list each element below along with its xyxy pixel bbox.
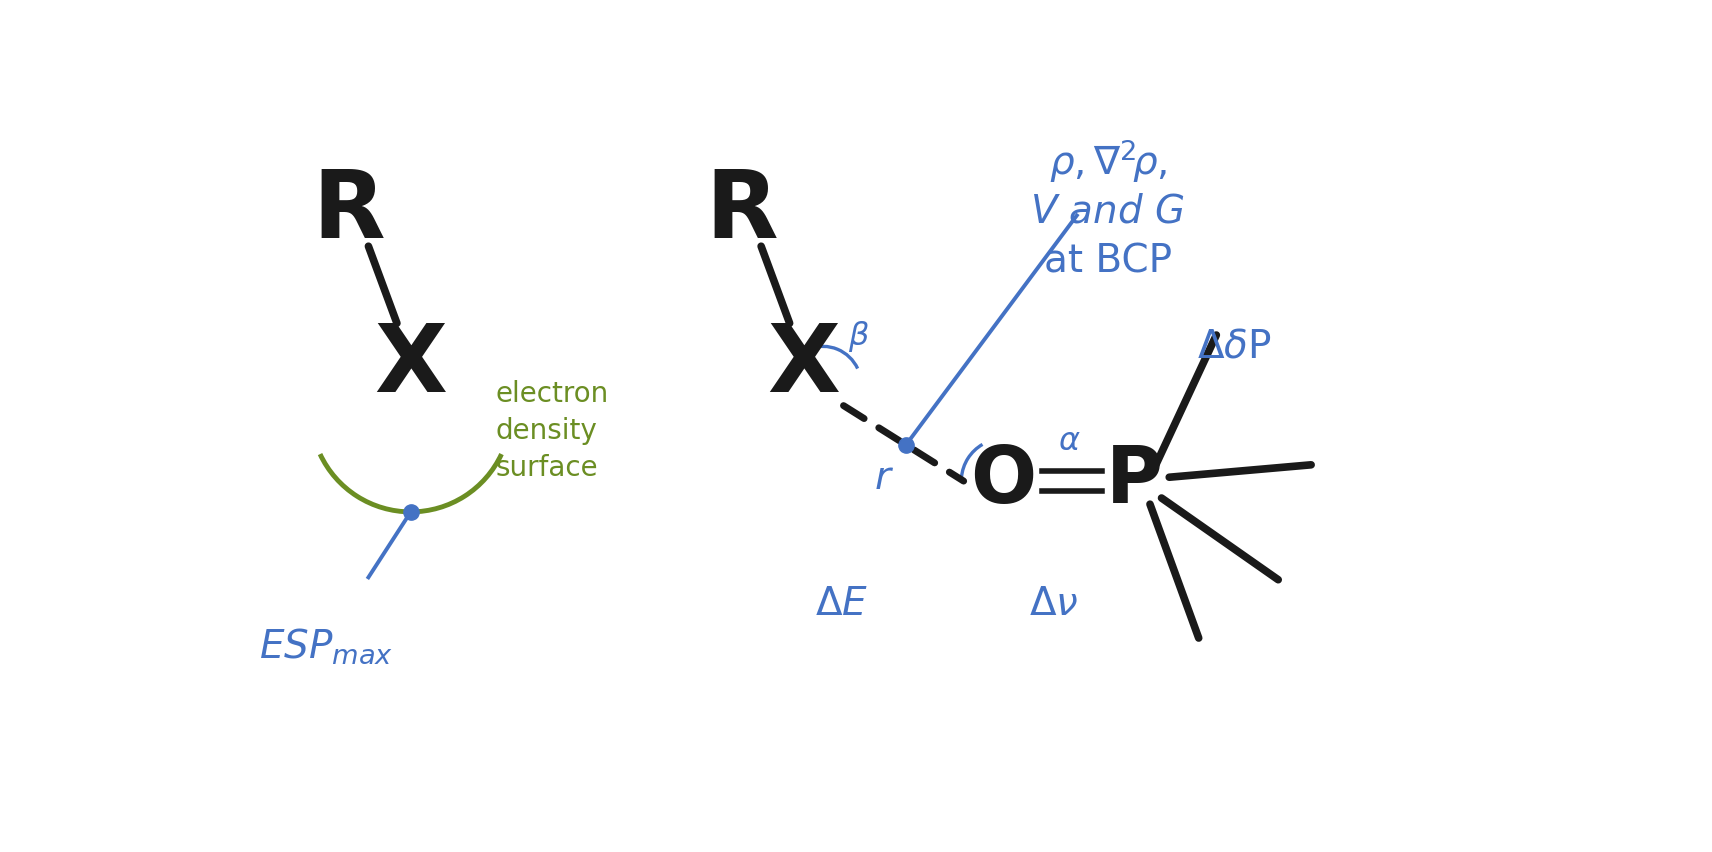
Text: R: R	[705, 165, 779, 257]
Text: at BCP: at BCP	[1044, 243, 1171, 280]
Text: R: R	[313, 165, 385, 257]
Text: $\rho,\nabla^2\!\rho,$: $\rho,\nabla^2\!\rho,$	[1048, 138, 1168, 186]
Text: $V$ and $G$: $V$ and $G$	[1031, 193, 1185, 231]
Text: $\Delta\delta\mathrm{P}$: $\Delta\delta\mathrm{P}$	[1197, 327, 1272, 366]
Text: P: P	[1106, 443, 1162, 519]
Text: O: O	[971, 443, 1037, 519]
Text: electron
density
surface: electron density surface	[495, 380, 609, 482]
Text: $\beta$: $\beta$	[847, 319, 870, 354]
Text: $\alpha$: $\alpha$	[1058, 425, 1080, 457]
Text: X: X	[375, 320, 447, 412]
Text: X: X	[767, 320, 841, 412]
Text: $\Delta E$: $\Delta E$	[815, 585, 868, 624]
Text: $\Delta\nu$: $\Delta\nu$	[1029, 585, 1079, 624]
Text: $r$: $r$	[875, 459, 894, 497]
Text: $\mathit{ESP}_{max}$: $\mathit{ESP}_{max}$	[259, 627, 394, 666]
